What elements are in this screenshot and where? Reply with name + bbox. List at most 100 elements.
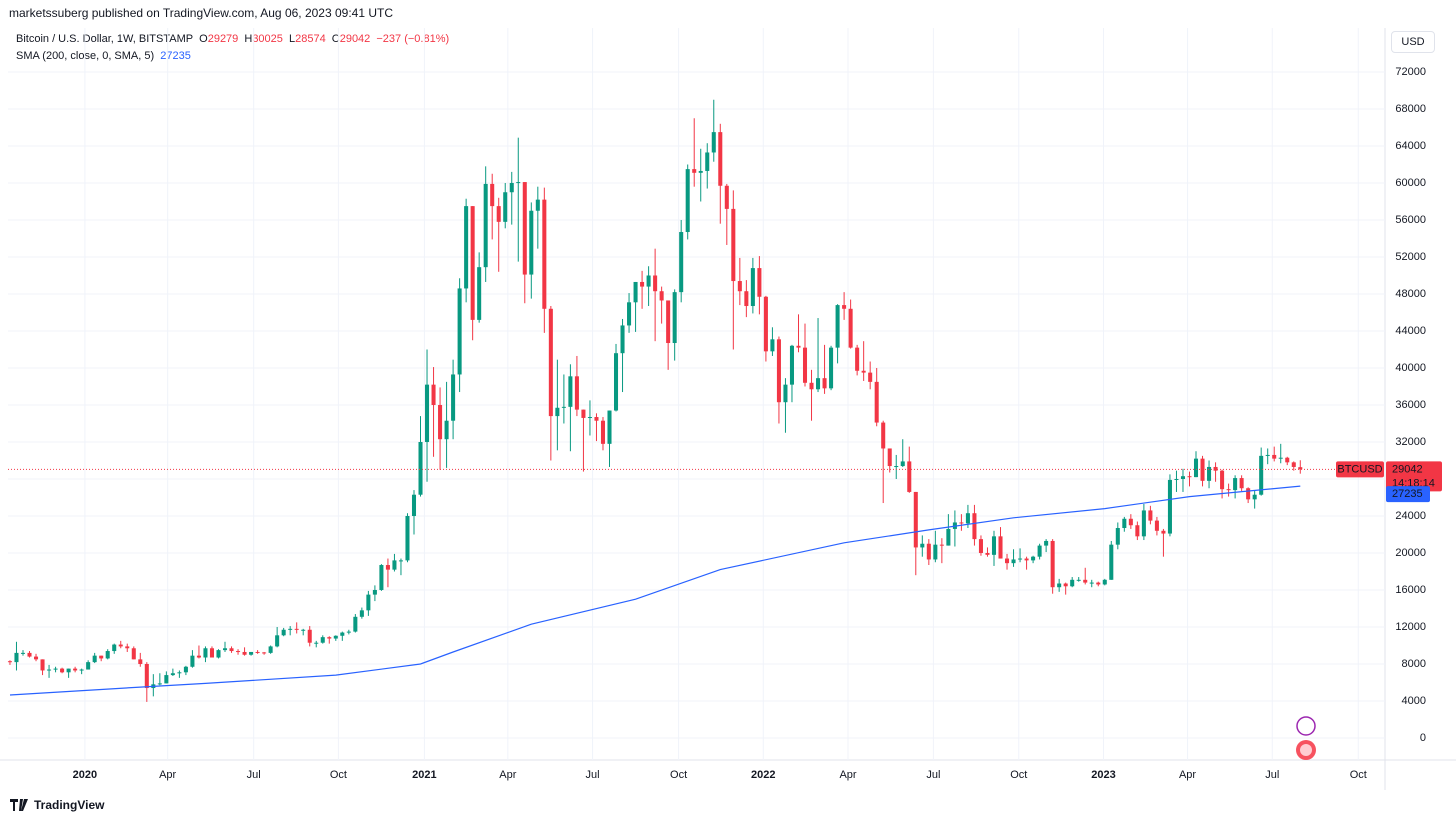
candle-body bbox=[144, 663, 149, 689]
candle-body bbox=[490, 183, 495, 207]
y-tick-label: 40000 bbox=[1395, 362, 1426, 374]
candle-body bbox=[1031, 556, 1036, 561]
candle-body bbox=[607, 410, 612, 444]
footer: TradingView bbox=[10, 798, 104, 812]
candle-body bbox=[991, 536, 997, 555]
candle-body bbox=[705, 152, 710, 171]
candle-body bbox=[640, 281, 645, 287]
x-tick-label: Apr bbox=[159, 769, 176, 781]
candle-body bbox=[516, 182, 521, 184]
candle-body bbox=[789, 345, 794, 385]
candle-body bbox=[509, 182, 514, 193]
y-tick-label: 16000 bbox=[1395, 584, 1426, 596]
candle-body bbox=[222, 648, 228, 651]
candle-body bbox=[770, 339, 775, 352]
candle-body bbox=[620, 325, 625, 354]
candle-body bbox=[692, 169, 697, 173]
currency-button[interactable]: USD bbox=[1391, 31, 1435, 53]
candle-body bbox=[757, 268, 762, 297]
candle-body bbox=[1213, 466, 1218, 471]
x-tick-label: Oct bbox=[670, 769, 687, 781]
candle-body bbox=[1005, 558, 1010, 564]
candle-body bbox=[157, 683, 162, 685]
x-tick-label: 2021 bbox=[412, 769, 436, 781]
candle-body bbox=[262, 652, 267, 654]
candle-body bbox=[548, 308, 553, 417]
candle-body bbox=[1298, 467, 1303, 470]
candle-body bbox=[379, 565, 384, 590]
candle-body bbox=[933, 544, 938, 560]
candle-body bbox=[724, 185, 729, 209]
candle-body bbox=[1089, 582, 1094, 584]
candle-body bbox=[529, 210, 534, 275]
candle-body bbox=[763, 296, 768, 352]
candle-body bbox=[177, 672, 182, 674]
candle-body bbox=[920, 543, 925, 548]
candle-body bbox=[170, 673, 175, 676]
candle-body bbox=[268, 646, 273, 653]
candle-body bbox=[105, 651, 110, 659]
candle-body bbox=[1148, 510, 1153, 521]
candle-body bbox=[346, 631, 351, 633]
candle-body bbox=[1187, 476, 1192, 478]
candle-body bbox=[666, 300, 671, 344]
candle-body bbox=[842, 305, 847, 309]
candle-body bbox=[874, 381, 879, 423]
x-tick-label: Oct bbox=[1350, 769, 1367, 781]
candle-body bbox=[1161, 530, 1166, 534]
candle-body bbox=[314, 642, 319, 644]
candle-body bbox=[1285, 457, 1290, 463]
y-tick-label: 44000 bbox=[1395, 325, 1426, 337]
candle-body bbox=[913, 491, 918, 548]
y-tick-label: 60000 bbox=[1395, 177, 1426, 189]
candle-body bbox=[1180, 476, 1185, 479]
candle-body bbox=[183, 666, 188, 673]
candle-body bbox=[627, 302, 632, 326]
candle-body bbox=[1239, 478, 1244, 489]
y-tick-label: 68000 bbox=[1395, 103, 1426, 115]
candle-body bbox=[320, 637, 325, 643]
candle-body bbox=[1083, 579, 1088, 583]
candle-body bbox=[522, 182, 527, 275]
candle-body bbox=[796, 345, 801, 348]
candle-body bbox=[425, 384, 430, 442]
candle-body bbox=[249, 651, 254, 655]
x-tick-label: Jul bbox=[1265, 769, 1279, 781]
x-tick-label: Apr bbox=[839, 769, 856, 781]
candle-body bbox=[998, 536, 1003, 559]
candle-body bbox=[783, 384, 788, 403]
candle-body bbox=[587, 417, 592, 419]
candle-body bbox=[731, 208, 736, 282]
candle-body bbox=[1044, 540, 1049, 546]
candle-body bbox=[53, 668, 58, 670]
candle-body bbox=[196, 655, 201, 658]
candle-body bbox=[535, 199, 540, 211]
y-tick-label: 24000 bbox=[1395, 510, 1426, 522]
candle-body bbox=[1259, 455, 1264, 495]
candle-body bbox=[1063, 583, 1068, 587]
candle-body bbox=[1070, 579, 1075, 587]
publish-info: marketssuberg published on TradingView.c… bbox=[9, 6, 394, 20]
y-tick-label: 52000 bbox=[1395, 251, 1426, 263]
candle-body bbox=[672, 292, 677, 344]
candle-body bbox=[776, 339, 781, 403]
h-letter: H bbox=[244, 33, 253, 45]
c-letter: C bbox=[331, 33, 340, 45]
candle-body bbox=[203, 648, 208, 658]
candle-body bbox=[73, 668, 78, 671]
candle-body bbox=[288, 628, 293, 630]
candle-body bbox=[327, 637, 332, 639]
candle-body bbox=[653, 275, 658, 292]
y-tick-label: 8000 bbox=[1402, 658, 1426, 670]
candle-body bbox=[1109, 544, 1114, 580]
candle-body bbox=[926, 543, 931, 560]
candle-body bbox=[444, 420, 449, 440]
o-letter: O bbox=[199, 33, 208, 45]
candle-body bbox=[613, 353, 619, 411]
candle-body bbox=[7, 661, 12, 663]
symbol: Bitcoin / U.S. Dollar, 1W, BITSTAMP bbox=[16, 33, 194, 45]
candle-body bbox=[561, 406, 566, 408]
candle-body bbox=[900, 461, 905, 467]
candle-body bbox=[47, 669, 52, 671]
